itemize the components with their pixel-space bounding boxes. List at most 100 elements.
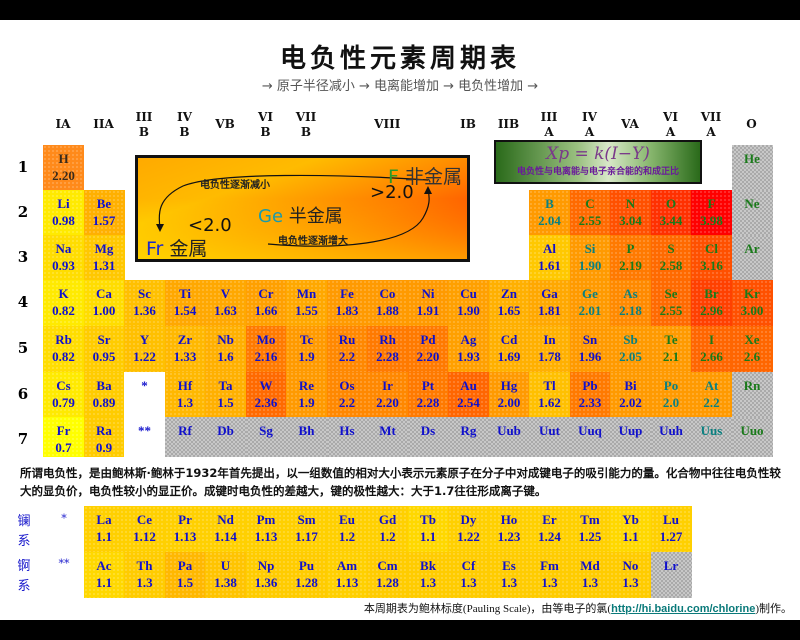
- element-cell-Cs[interactable]: Cs 0.79: [43, 372, 84, 417]
- element-cell-Tc[interactable]: Tc 1.9: [286, 326, 327, 372]
- element-cell-Po[interactable]: Po 2.0: [650, 372, 692, 417]
- element-cell-Ba[interactable]: Ba 0.89: [83, 372, 125, 417]
- element-cell-Pb[interactable]: Pb 2.33: [569, 372, 611, 417]
- element-cell-Sc[interactable]: Sc 1.36: [124, 280, 165, 326]
- element-cell-Nb[interactable]: Nb 1.6: [205, 326, 246, 372]
- element-cell-Co[interactable]: Co 1.88: [367, 280, 408, 326]
- element-cell-Ir[interactable]: Ir 2.20: [367, 372, 408, 417]
- actinide-cell-Md[interactable]: Md 1.3: [569, 552, 611, 598]
- element-cell-Uup[interactable]: Uup: [610, 417, 651, 457]
- element-cell-Os[interactable]: Os 2.2: [326, 372, 368, 417]
- element-cell-Ti[interactable]: Ti 1.54: [164, 280, 206, 326]
- element-cell-Be[interactable]: Be 1.57: [83, 190, 125, 235]
- element-cell-Ds[interactable]: Ds: [407, 417, 449, 457]
- element-cell-Ag[interactable]: Ag 1.93: [448, 326, 489, 372]
- element-cell-Te[interactable]: Te 2.1: [650, 326, 692, 372]
- element-cell-Ni[interactable]: Ni 1.91: [407, 280, 449, 326]
- element-cell-C[interactable]: C 2.55: [569, 190, 611, 235]
- element-cell-Ge[interactable]: Ge 2.01: [569, 280, 611, 326]
- lanthanide-cell-Nd[interactable]: Nd 1.14: [205, 506, 246, 552]
- actinide-cell-Am[interactable]: Am 1.13: [326, 552, 368, 598]
- element-cell-P[interactable]: P 2.19: [610, 235, 651, 280]
- element-cell-As[interactable]: As 2.18: [610, 280, 651, 326]
- element-cell-Uus[interactable]: Uus: [691, 417, 732, 457]
- element-cell-Cl[interactable]: Cl 3.16: [691, 235, 732, 280]
- lanthanide-cell-Eu[interactable]: Eu 1.2: [326, 506, 368, 552]
- element-cell-Sr[interactable]: Sr 0.95: [83, 326, 125, 372]
- actinide-cell-Pu[interactable]: Pu 1.28: [286, 552, 327, 598]
- element-cell-Ne[interactable]: Ne: [731, 190, 773, 235]
- element-cell-O[interactable]: O 3.44: [650, 190, 692, 235]
- element-cell-Zn[interactable]: Zn 1.65: [488, 280, 530, 326]
- actinide-cell-U[interactable]: U 1.38: [205, 552, 246, 598]
- element-cell-H[interactable]: H 2.20: [43, 145, 84, 190]
- actinide-cell-Pa[interactable]: Pa 1.5: [164, 552, 206, 598]
- lanthanide-cell-Pm[interactable]: Pm 1.13: [245, 506, 287, 552]
- element-cell-Fe[interactable]: Fe 1.83: [326, 280, 368, 326]
- actinide-cell-No[interactable]: No 1.3: [610, 552, 651, 598]
- element-cell-Br[interactable]: Br 2.96: [691, 280, 732, 326]
- element-cell-Xe[interactable]: Xe 2.6: [731, 326, 773, 372]
- element-cell-Ca[interactable]: Ca 1.00: [83, 280, 125, 326]
- element-cell-F[interactable]: F 3.98: [691, 190, 732, 235]
- lanthanide-cell-Sm[interactable]: Sm 1.17: [286, 506, 327, 552]
- lanthanide-cell-Yb[interactable]: Yb 1.1: [610, 506, 651, 552]
- lanthanide-cell-Tb[interactable]: Tb 1.1: [407, 506, 449, 552]
- element-cell-Li[interactable]: Li 0.98: [43, 190, 84, 235]
- element-cell-I[interactable]: I 2.66: [691, 326, 732, 372]
- element-cell-Uuq[interactable]: Uuq: [569, 417, 611, 457]
- element-cell-N[interactable]: N 3.04: [610, 190, 651, 235]
- lanthanide-cell-Ce[interactable]: Ce 1.12: [124, 506, 165, 552]
- element-cell-Rf[interactable]: Rf: [164, 417, 206, 457]
- element-cell-K[interactable]: K 0.82: [43, 280, 84, 326]
- element-cell-Mo[interactable]: Mo 2.16: [245, 326, 287, 372]
- element-cell-Tl[interactable]: Tl 1.62: [529, 372, 570, 417]
- element-cell-Pt[interactable]: Pt 2.28: [407, 372, 449, 417]
- element-cell-Rb[interactable]: Rb 0.82: [43, 326, 84, 372]
- element-cell-Uub[interactable]: Uub: [488, 417, 530, 457]
- element-cell-Na[interactable]: Na 0.93: [43, 235, 84, 280]
- element-cell-Uuh[interactable]: Uuh: [650, 417, 692, 457]
- element-cell-W[interactable]: W 2.36: [245, 372, 287, 417]
- actinide-cell-Np[interactable]: Np 1.36: [245, 552, 287, 598]
- element-cell-Cr[interactable]: Cr 1.66: [245, 280, 287, 326]
- element-cell-Db[interactable]: Db: [205, 417, 246, 457]
- actinide-cell-Ac[interactable]: Ac 1.1: [83, 552, 125, 598]
- element-cell-V[interactable]: V 1.63: [205, 280, 246, 326]
- lanthanide-cell-Lu[interactable]: Lu 1.27: [650, 506, 692, 552]
- actinide-cell-Fm[interactable]: Fm 1.3: [529, 552, 570, 598]
- element-cell-Rn[interactable]: Rn: [731, 372, 773, 417]
- actinide-cell-Es[interactable]: Es 1.3: [488, 552, 530, 598]
- footer-link[interactable]: http://hi.baidu.com/chlorine: [611, 603, 756, 615]
- element-cell-Re[interactable]: Re 1.9: [286, 372, 327, 417]
- lanthanide-cell-Er[interactable]: Er 1.24: [529, 506, 570, 552]
- element-cell-Ga[interactable]: Ga 1.81: [529, 280, 570, 326]
- element-cell-Cu[interactable]: Cu 1.90: [448, 280, 489, 326]
- lanthanide-cell-Tm[interactable]: Tm 1.25: [569, 506, 611, 552]
- element-cell-Ru[interactable]: Ru 2.2: [326, 326, 368, 372]
- lanthanide-cell-Gd[interactable]: Gd 1.2: [367, 506, 408, 552]
- element-cell-Ar[interactable]: Ar: [731, 235, 773, 280]
- element-cell-Cd[interactable]: Cd 1.69: [488, 326, 530, 372]
- element-cell-Au[interactable]: Au 2.54: [448, 372, 489, 417]
- element-cell-Zr[interactable]: Zr 1.33: [164, 326, 206, 372]
- element-cell-Kr[interactable]: Kr 3.00: [731, 280, 773, 326]
- lanthanide-cell-Dy[interactable]: Dy 1.22: [448, 506, 489, 552]
- element-cell-Mt[interactable]: Mt: [367, 417, 408, 457]
- element-cell-Si[interactable]: Si 1.90: [569, 235, 611, 280]
- actinide-cell-Th[interactable]: Th 1.3: [124, 552, 165, 598]
- actinide-cell-Cm[interactable]: Cm 1.28: [367, 552, 408, 598]
- element-cell-In[interactable]: In 1.78: [529, 326, 570, 372]
- element-cell-Pd[interactable]: Pd 2.20: [407, 326, 449, 372]
- element-cell-Hf[interactable]: Hf 1.3: [164, 372, 206, 417]
- element-cell-Se[interactable]: Se 2.55: [650, 280, 692, 326]
- element-cell-S[interactable]: S 2.58: [650, 235, 692, 280]
- element-cell-Bh[interactable]: Bh: [286, 417, 327, 457]
- element-cell-Uut[interactable]: Uut: [529, 417, 570, 457]
- element-cell-Y[interactable]: Y 1.22: [124, 326, 165, 372]
- element-cell-star[interactable]: *: [124, 372, 165, 417]
- element-cell-B[interactable]: B 2.04: [529, 190, 570, 235]
- element-cell-Ra[interactable]: Ra 0.9: [83, 417, 125, 457]
- element-cell-Rh[interactable]: Rh 2.28: [367, 326, 408, 372]
- element-cell-Uuo[interactable]: Uuo: [731, 417, 773, 457]
